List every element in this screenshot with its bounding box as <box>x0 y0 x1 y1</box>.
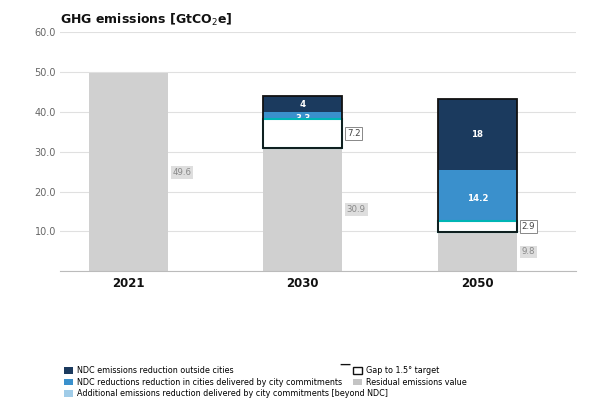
Bar <box>263 96 342 112</box>
Text: 3.3: 3.3 <box>295 114 311 123</box>
Bar <box>89 73 168 271</box>
Bar <box>263 96 342 148</box>
Bar <box>438 99 517 170</box>
Bar <box>438 170 517 227</box>
Text: —: — <box>339 360 350 370</box>
Bar <box>263 148 342 271</box>
Text: 7.2: 7.2 <box>347 129 361 138</box>
Bar <box>263 112 342 125</box>
Text: 4: 4 <box>300 100 306 109</box>
Bar <box>438 227 517 232</box>
Text: 30.9: 30.9 <box>347 205 366 214</box>
Bar <box>438 221 517 232</box>
Text: 2.9: 2.9 <box>521 222 535 231</box>
Text: 9.8: 9.8 <box>521 247 535 256</box>
Text: 18: 18 <box>472 130 484 139</box>
Text: 5.7: 5.7 <box>296 132 310 141</box>
Bar <box>263 125 342 148</box>
Bar <box>263 119 342 148</box>
Text: GHG emissions [GtCO$_2$e]: GHG emissions [GtCO$_2$e] <box>60 12 233 28</box>
Bar <box>438 232 517 271</box>
Text: 14.2: 14.2 <box>467 194 488 203</box>
Legend: Gap to 1.5° target, Residual emissions value: Gap to 1.5° target, Residual emissions v… <box>353 366 467 387</box>
Text: 49.6: 49.6 <box>172 168 191 177</box>
Text: 1.3: 1.3 <box>471 225 484 234</box>
Bar <box>438 99 517 232</box>
